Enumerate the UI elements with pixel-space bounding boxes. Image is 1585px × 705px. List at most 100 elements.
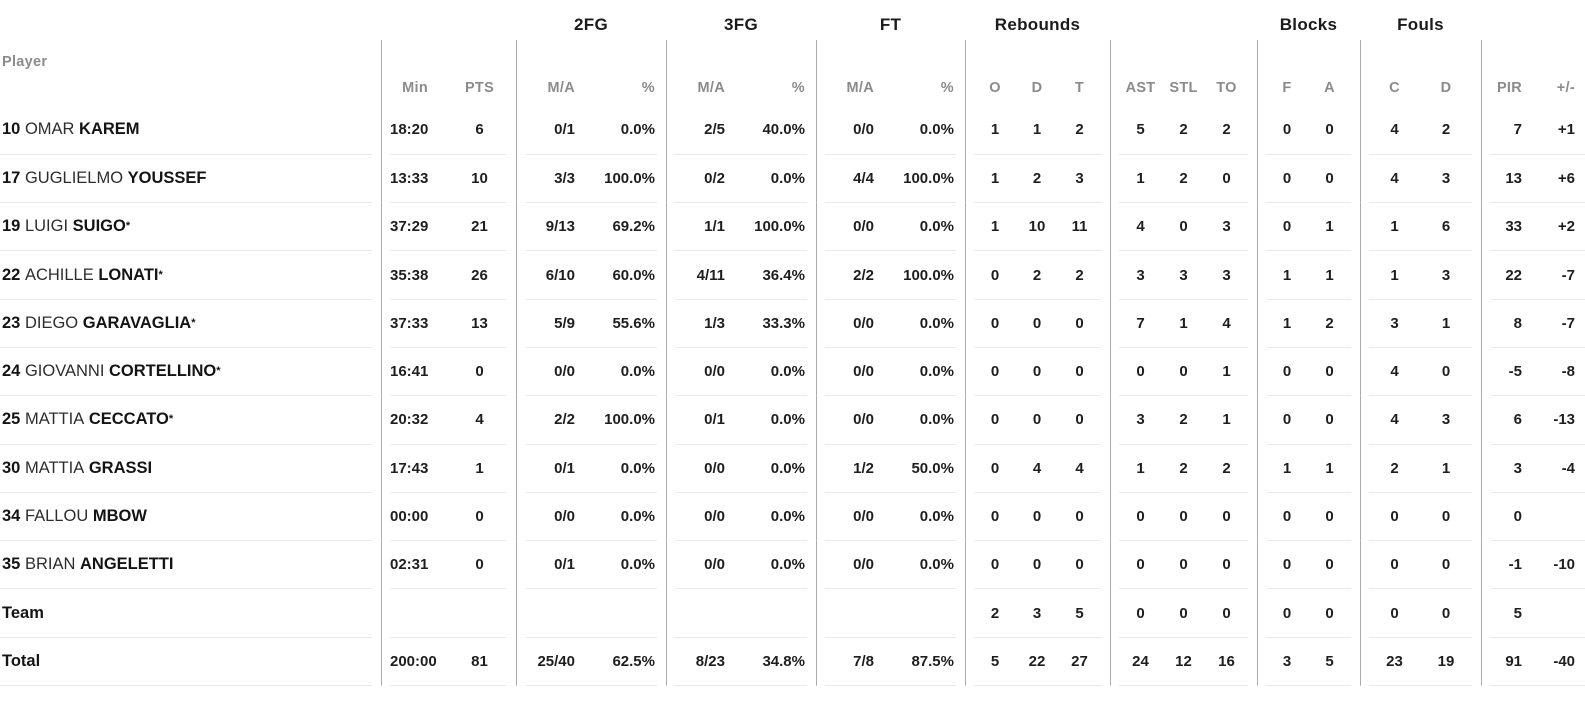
cell-fg3_ma: 0/0 bbox=[675, 540, 735, 589]
cell-stl: 2 bbox=[1179, 121, 1188, 139]
cell-stl: 0 bbox=[1162, 540, 1206, 589]
player-cell: 17 GUGLIELMO YOUSSEF bbox=[0, 153, 372, 203]
cell-fg2_pct: 55.6% bbox=[585, 298, 657, 348]
cell-ft_ma: 0/0 bbox=[825, 202, 884, 251]
cell-pm: -7 bbox=[1538, 298, 1585, 348]
column-divider bbox=[657, 492, 675, 541]
cell-blk_f: 0 bbox=[1266, 346, 1309, 396]
column-divider bbox=[956, 395, 974, 445]
cell-fg2_pct: 0.0% bbox=[585, 443, 657, 493]
player-last-name: CECCATO bbox=[88, 410, 169, 429]
column-divider bbox=[1351, 492, 1370, 541]
player-last-name: CORTELLINO bbox=[109, 362, 217, 381]
column-divider bbox=[1101, 250, 1120, 300]
cell-blk_a: 1 bbox=[1308, 443, 1352, 493]
column-divider bbox=[372, 40, 390, 106]
column-divider bbox=[1101, 106, 1120, 155]
column-divider bbox=[956, 588, 974, 638]
cell-pts: 6 bbox=[475, 121, 484, 139]
col-2fg-pct: % bbox=[641, 80, 655, 96]
cell-min: 37:33 bbox=[390, 298, 452, 348]
cell-pts: 4 bbox=[452, 395, 507, 445]
column-divider bbox=[372, 395, 390, 445]
cell-fg3_pct: 0.0% bbox=[735, 491, 807, 541]
column-divider bbox=[372, 347, 390, 396]
cell-pir: -1 bbox=[1490, 540, 1539, 589]
column-divider bbox=[1472, 347, 1491, 396]
column-divider bbox=[657, 637, 675, 686]
player-first-name: GIOVANNI bbox=[24, 362, 105, 381]
player-first-name: LUIGI bbox=[24, 217, 69, 236]
cell-blk_f: 0 bbox=[1266, 588, 1309, 638]
cell-reb_o: 2 bbox=[974, 588, 1016, 638]
column-divider bbox=[657, 202, 675, 251]
player-number: 10 bbox=[2, 120, 21, 139]
player-first-name: FALLOU bbox=[24, 507, 89, 526]
player-number: 25 bbox=[2, 410, 21, 429]
column-divider bbox=[807, 637, 825, 686]
col-foul-d: D bbox=[1440, 80, 1452, 96]
cell-pir: 0 bbox=[1490, 491, 1539, 541]
cell-foul_d: 3 bbox=[1420, 395, 1473, 445]
cell-fg3_pct: 36.4% bbox=[735, 250, 807, 300]
starter-indicator: * bbox=[168, 413, 174, 426]
column-divider bbox=[1248, 637, 1267, 686]
cell-pts: 13 bbox=[452, 298, 507, 348]
column-divider bbox=[1472, 299, 1491, 348]
player-cell: Team bbox=[0, 588, 372, 638]
cell-reb_t: 5 bbox=[1058, 588, 1102, 638]
player-first-name: MATTIA bbox=[24, 458, 85, 477]
cell-min: 02:31 bbox=[390, 540, 452, 589]
table-header: 2FG 3FG FT Rebounds Blocks Fouls Player … bbox=[0, 0, 1585, 106]
cell-reb_o: 0 bbox=[974, 250, 1016, 300]
cell-blk_a: 0 bbox=[1308, 395, 1352, 445]
column-divider bbox=[1248, 202, 1267, 251]
group-ft: FT bbox=[879, 15, 902, 34]
cell-fg2_ma bbox=[525, 588, 585, 638]
cell-fg2_ma: 0/1 bbox=[554, 121, 575, 139]
cell-to: 0 bbox=[1205, 588, 1249, 638]
cell-ast: 0 bbox=[1119, 540, 1163, 589]
cell-foul_c: 3 bbox=[1369, 298, 1421, 348]
cell-fg3_ma: 1/1 bbox=[675, 202, 735, 251]
column-divider bbox=[372, 444, 390, 493]
cell-ast: 7 bbox=[1119, 298, 1163, 348]
cell-to: 3 bbox=[1205, 250, 1249, 300]
cell-pm: +2 bbox=[1538, 202, 1585, 251]
column-divider bbox=[807, 540, 825, 589]
col-reb-d: D bbox=[1031, 80, 1043, 96]
column-divider bbox=[1101, 40, 1120, 106]
cell-fg3_ma: 0/1 bbox=[675, 395, 735, 445]
cell-fg3_pct: 0.0% bbox=[735, 395, 807, 445]
cell-blk_f: 0 bbox=[1266, 153, 1309, 203]
cell-blk_a: 0 bbox=[1325, 121, 1334, 139]
cell-reb_o: 0 bbox=[974, 298, 1016, 348]
cell-foul_c: 0 bbox=[1369, 491, 1421, 541]
cell-stl: 3 bbox=[1162, 250, 1206, 300]
column-divider bbox=[1351, 637, 1370, 686]
cell-foul_d: 2 bbox=[1441, 121, 1451, 139]
cell-reb_o: 0 bbox=[974, 491, 1016, 541]
column-divider bbox=[807, 250, 825, 300]
cell-blk_a: 2 bbox=[1308, 298, 1352, 348]
player-row: 10 OMAR KAREM 18:20 6 0/1 0.0% 2/5 40.0% 0/0 0.0… bbox=[0, 106, 1585, 155]
cell-blk_f: 1 bbox=[1266, 298, 1309, 348]
cell-reb_o: 1 bbox=[990, 121, 1000, 139]
cell-reb_d: 0 bbox=[1016, 346, 1058, 396]
cell-min: 17:43 bbox=[390, 443, 452, 493]
column-divider bbox=[1351, 540, 1370, 589]
cell-pir: 3 bbox=[1490, 443, 1539, 493]
cell-ft_pct: 0.0% bbox=[884, 491, 956, 541]
cell-fg3_pct: 33.3% bbox=[735, 298, 807, 348]
cell-fg3_pct: 40.0% bbox=[762, 121, 805, 139]
column-divider bbox=[1472, 492, 1491, 541]
sub-header-row: Player Min PTS M/A % M/A % M/A % O D T A… bbox=[0, 40, 1585, 106]
cell-foul_d: 0 bbox=[1420, 588, 1473, 638]
column-divider bbox=[1351, 40, 1370, 106]
column-divider bbox=[1248, 395, 1267, 445]
column-divider bbox=[1101, 588, 1120, 638]
cell-fg2_pct: 100.0% bbox=[585, 395, 657, 445]
column-divider bbox=[372, 588, 390, 638]
column-divider bbox=[807, 588, 825, 638]
starter-indicator: * bbox=[216, 365, 221, 378]
